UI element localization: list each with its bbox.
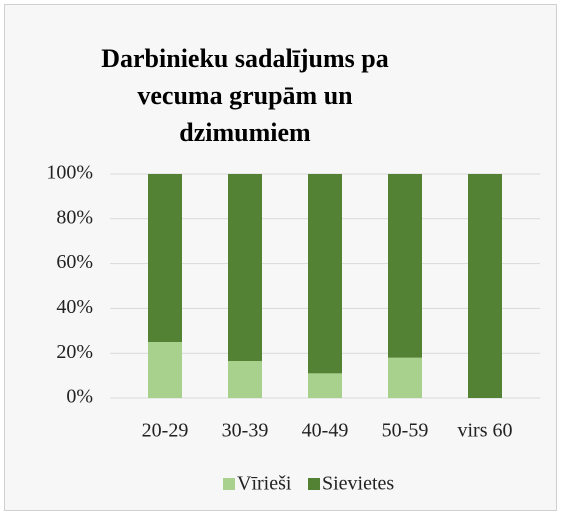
bar-segment [228, 361, 262, 398]
bar-segment [148, 174, 182, 342]
x-tick-label: virs 60 [458, 420, 513, 442]
bar-segment [388, 174, 422, 358]
x-tick-label: 30-39 [222, 420, 269, 442]
legend-swatch [223, 478, 235, 490]
bar-segment [308, 373, 342, 398]
x-tick-label: 40-49 [302, 420, 349, 442]
chart-frame [4, 4, 557, 511]
legend-label: Sievietes [322, 473, 394, 495]
legend-swatch [308, 478, 320, 490]
x-tick-label: 50-59 [382, 420, 429, 442]
bar-segment [148, 342, 182, 398]
y-tick-label: 100% [46, 162, 93, 184]
y-tick-label: 80% [56, 206, 93, 228]
chart-title: Darbinieku sadalījums pa vecuma grupām u… [101, 44, 389, 147]
y-tick-label: 60% [56, 251, 93, 273]
y-tick-label: 20% [56, 341, 93, 363]
bar-segment [468, 174, 502, 398]
bar-segment [388, 357, 422, 398]
y-tick-label: 40% [56, 296, 93, 318]
legend-label: Vīrieši [237, 473, 292, 495]
bar-segment [228, 174, 262, 362]
x-tick-label: 20-29 [142, 420, 189, 442]
bar-segment [308, 174, 342, 374]
y-tick-label: 0% [66, 386, 93, 408]
